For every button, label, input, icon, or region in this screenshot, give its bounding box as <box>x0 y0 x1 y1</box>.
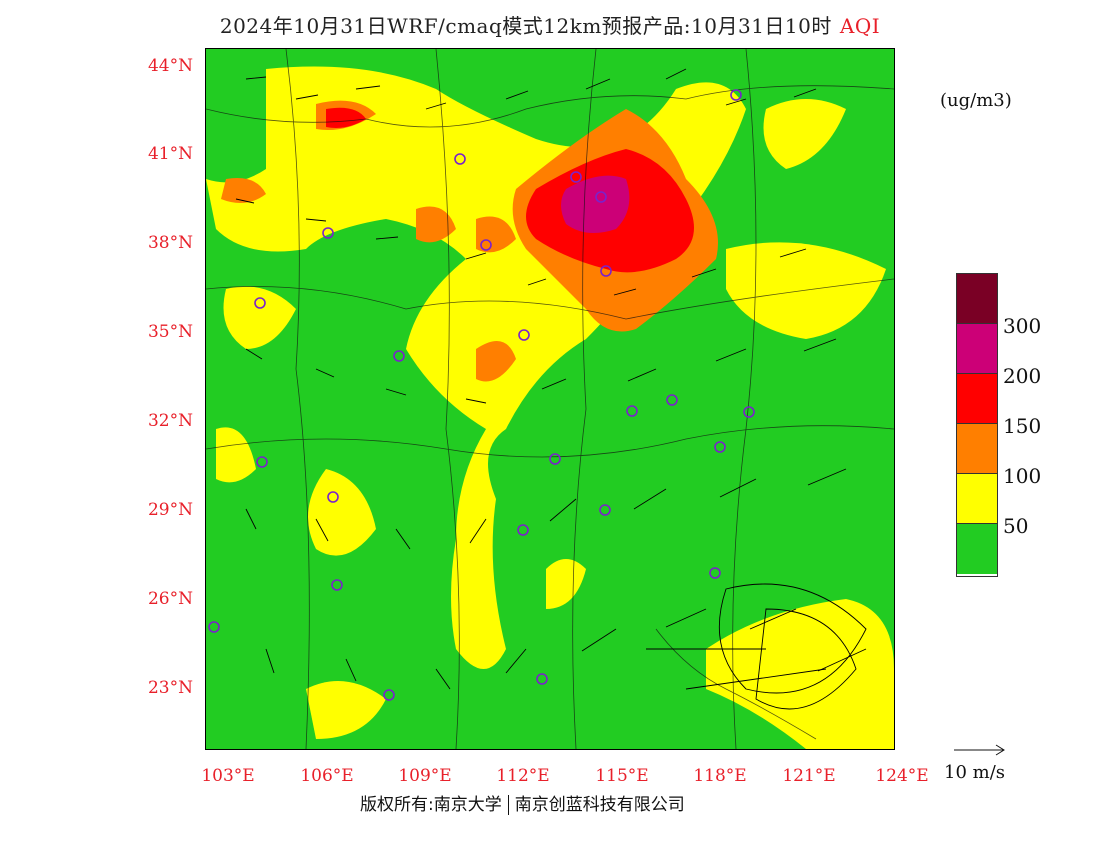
legend-label-200: 200 <box>1003 364 1042 388</box>
lat-label-44: 44°N <box>147 56 193 76</box>
lon-label-106: 106°E <box>300 766 354 786</box>
lon-label-124: 124°E <box>875 766 929 786</box>
copyright-footer: 版权所有:南京大学 南京创蓝科技有限公司 <box>360 790 685 815</box>
legend-swatch-200-300 <box>957 324 997 374</box>
legend-label-300: 300 <box>1003 314 1042 338</box>
city-markers <box>208 89 755 701</box>
lat-label-26: 26°N <box>147 589 193 609</box>
legend-swatch-0-50 <box>957 524 997 574</box>
aqi-200-300-zone <box>561 175 630 233</box>
legend-swatch-300-plus <box>957 274 997 324</box>
wind-reference-key: 10 m/s <box>944 740 1024 783</box>
wind-vectors <box>235 68 867 710</box>
aqi-field-svg <box>206 49 894 749</box>
title-variable: AQI <box>839 14 881 38</box>
aqi-map <box>205 48 895 750</box>
lat-label-38: 38°N <box>147 233 193 253</box>
wind-reference-label: 10 m/s <box>944 762 1005 783</box>
lat-label-29: 29°N <box>147 500 193 520</box>
legend-swatch-50-100 <box>957 474 997 524</box>
lat-label-32: 32°N <box>147 411 193 431</box>
copyright-right: 南京创蓝科技有限公司 <box>507 795 685 815</box>
lon-label-112: 112°E <box>496 766 550 786</box>
map-title: 2024年10月31日WRF/cmaq模式12km预报产品:10月31日10时 A… <box>0 10 1100 39</box>
lat-label-35: 35°N <box>147 322 193 342</box>
legend-label-100: 100 <box>1003 464 1042 488</box>
unit-label: (ug/m3) <box>940 90 1012 111</box>
lon-label-121: 121°E <box>782 766 836 786</box>
lon-label-109: 109°E <box>398 766 452 786</box>
wind-reference-arrow-icon <box>954 744 1005 756</box>
legend-swatch-150-200 <box>957 374 997 424</box>
lon-label-103: 103°E <box>201 766 255 786</box>
legend-label-150: 150 <box>1003 414 1042 438</box>
lon-label-118: 118°E <box>693 766 747 786</box>
copyright-left: 版权所有:南京大学 <box>360 795 502 815</box>
title-main: 2024年10月31日WRF/cmaq模式12km预报产品:10月31日10时 <box>219 14 832 38</box>
lat-label-23: 23°N <box>147 678 193 698</box>
lon-label-115: 115°E <box>595 766 649 786</box>
lat-label-41: 41°N <box>147 144 193 164</box>
legend-swatch-100-150 <box>957 424 997 474</box>
aqi-legend <box>956 273 998 577</box>
boundary-lines <box>206 49 894 749</box>
legend-label-50: 50 <box>1003 514 1029 538</box>
